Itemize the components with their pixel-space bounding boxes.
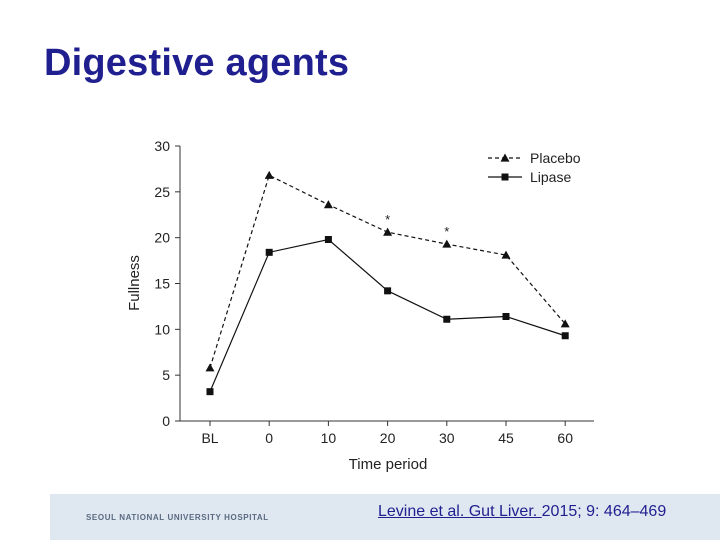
legend-placebo-label: Placebo <box>530 150 581 166</box>
fullness-line-chart: 0 5 10 15 20 25 30 BL 0 10 20 30 45 60 Fullness Time… <box>126 138 594 473</box>
series-lipase <box>206 236 569 396</box>
series-lipase-point <box>561 332 569 340</box>
y-tick-label: 20 <box>154 230 170 246</box>
series-lipase-point <box>206 388 214 396</box>
series-lipase-point <box>265 248 273 256</box>
series-placebo-point <box>501 250 511 259</box>
x-tick-label: 30 <box>439 430 455 446</box>
significance-asterisk: * <box>385 212 390 227</box>
y-tick-label: 10 <box>154 321 170 337</box>
series-lipase-point <box>324 236 332 243</box>
y-axis-ticks: 0 5 10 15 20 25 30 <box>154 138 180 429</box>
x-tick-label: BL <box>201 430 218 446</box>
x-tick-label: 10 <box>321 430 337 446</box>
legend-lipase-label: Lipase <box>530 169 571 185</box>
y-axis-title: Fullness <box>126 255 143 311</box>
y-tick-label: 30 <box>154 138 170 154</box>
citation: Levine et al. Gut Liver. 2015; 9: 464–46… <box>378 503 666 521</box>
series-placebo-line <box>209 174 566 369</box>
x-tick-label: 0 <box>265 430 273 446</box>
legend: Placebo Lipase <box>488 150 581 185</box>
x-tick-label: 60 <box>557 430 573 446</box>
series-lipase-point <box>502 313 510 320</box>
x-axis-title: Time period <box>349 456 428 473</box>
y-tick-label: 5 <box>162 367 170 383</box>
series-layer <box>205 170 570 396</box>
annotations: ** <box>385 212 449 239</box>
series-placebo-point <box>264 170 274 179</box>
x-axis-ticks: BL 0 10 20 30 45 60 <box>201 421 573 446</box>
series-placebo-point <box>383 227 393 236</box>
legend-lipase-marker <box>501 173 509 181</box>
hospital-name: SEOUL NATIONAL UNIVERSITY HOSPITAL <box>86 513 269 522</box>
series-placebo-point <box>560 319 570 328</box>
y-tick-label: 15 <box>154 276 170 292</box>
footer-bar: SEOUL NATIONAL UNIVERSITY HOSPITAL Levin… <box>50 494 720 540</box>
slide-title: Digestive agents <box>44 42 350 84</box>
series-lipase-point <box>443 315 451 323</box>
citation-rest: 2015; 9: 464–469 <box>541 503 667 520</box>
x-tick-label: 20 <box>380 430 396 446</box>
y-tick-label: 0 <box>162 413 170 429</box>
series-placebo-point <box>323 200 333 209</box>
significance-asterisk: * <box>444 224 449 239</box>
y-tick-label: 25 <box>154 184 170 200</box>
legend-placebo-marker <box>500 153 510 162</box>
series-placebo <box>205 170 570 372</box>
series-placebo-point <box>205 363 215 372</box>
citation-link[interactable]: Levine et al. Gut Liver. <box>378 503 542 520</box>
series-lipase-point <box>384 287 392 295</box>
series-placebo-point <box>442 239 452 248</box>
x-tick-label: 45 <box>498 430 514 446</box>
